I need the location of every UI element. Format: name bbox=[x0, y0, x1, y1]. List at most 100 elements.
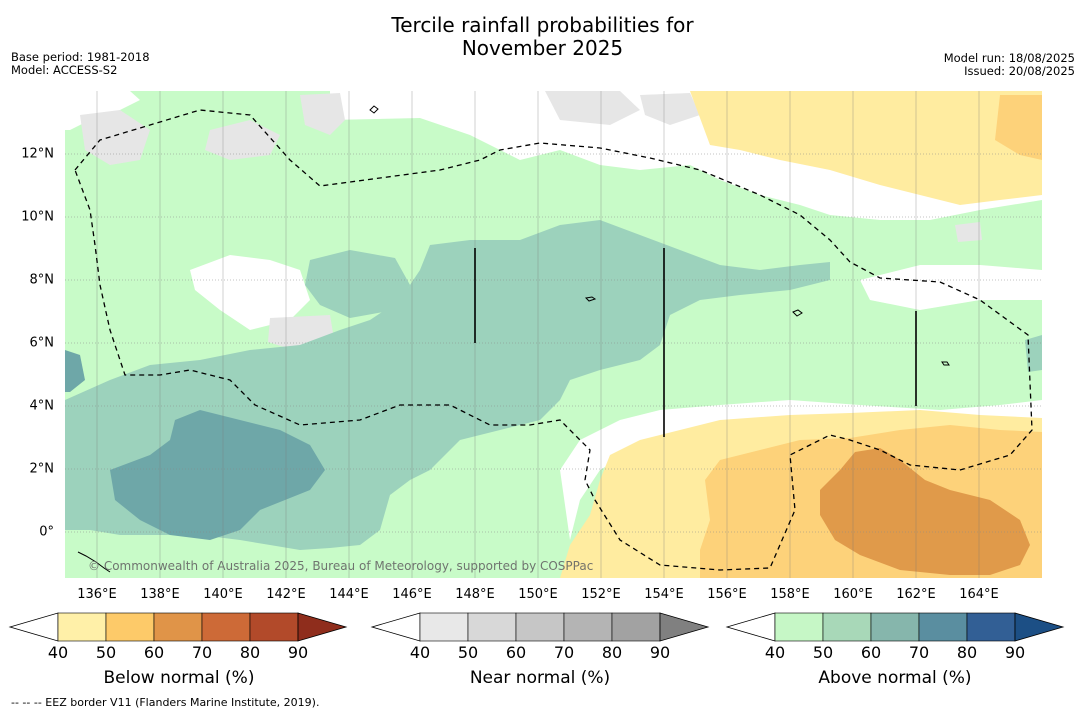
island-3 bbox=[584, 296, 597, 302]
model-name: Model: ACCESS-S2 bbox=[11, 63, 118, 77]
lat-tick-label: 12°N bbox=[21, 146, 54, 162]
eez-borders bbox=[74, 109, 1033, 571]
colorbar-tick-label: 50 bbox=[95, 643, 117, 662]
lat-tick-label: 2°N bbox=[29, 461, 55, 477]
colorbar-tick-label: 50 bbox=[812, 643, 834, 662]
colorbar-segment bbox=[966, 612, 1016, 642]
lon-tick-label: 144°E bbox=[329, 587, 369, 602]
colorbar-tick-label: 80 bbox=[239, 643, 261, 662]
lon-tick-label: 158°E bbox=[770, 587, 810, 602]
copyright-notice: © Commonwealth of Australia 2025, Bureau… bbox=[88, 559, 594, 573]
lon-tick-label: 162°E bbox=[896, 587, 936, 602]
graticule bbox=[65, 153, 1042, 533]
title-line-2: November 2025 bbox=[461, 36, 624, 60]
colorbar-segment bbox=[467, 612, 517, 642]
lat-tick-label: 0° bbox=[39, 524, 54, 540]
lat-tick-label: 6°N bbox=[29, 335, 55, 351]
colorbar-tick-label: 60 bbox=[143, 643, 165, 662]
colorbar-tick-label: 70 bbox=[191, 643, 213, 662]
colorbar-tick-label: 60 bbox=[505, 643, 527, 662]
colorbar-tick-label: 90 bbox=[287, 643, 309, 662]
colorbar-label-near: Near normal (%) bbox=[469, 668, 611, 688]
colorbar-tick-label: 80 bbox=[956, 643, 978, 662]
near-normal-patch-5 bbox=[640, 93, 700, 125]
lon-tick-label: 136°E bbox=[77, 587, 117, 602]
colorbar-extend-left bbox=[370, 612, 421, 642]
issued-date: Issued: 20/08/2025 bbox=[964, 64, 1075, 78]
below-normal-60-patch-north bbox=[995, 95, 1042, 160]
islands bbox=[77, 105, 950, 573]
neutral-region-mid bbox=[190, 255, 310, 330]
colorbar-tick-label: 90 bbox=[649, 643, 671, 662]
colorbar-label-below: Below normal (%) bbox=[103, 668, 255, 688]
colorbar-segment bbox=[563, 612, 613, 642]
colorbar-segment bbox=[153, 612, 203, 642]
lon-tick-label: 140°E bbox=[203, 587, 243, 602]
colorbar-segment bbox=[870, 612, 920, 642]
chart-title: Tercile rainfall probabilities for Novem… bbox=[0, 14, 1085, 60]
lon-tick-label: 160°E bbox=[833, 587, 873, 602]
lon-tick-label: 138°E bbox=[140, 587, 180, 602]
colorbar-tick-label: 40 bbox=[409, 643, 431, 662]
colorbar-below-normal bbox=[8, 612, 348, 642]
base-period: Base period: 1981-2018 bbox=[11, 50, 150, 64]
colorbar-segment bbox=[249, 612, 299, 642]
eez-border-palau-fsm bbox=[74, 109, 1033, 571]
colorbar-segment bbox=[105, 612, 155, 642]
probability-field bbox=[65, 91, 1042, 578]
lon-tick-label: 156°E bbox=[707, 587, 747, 602]
colorbar-segment bbox=[918, 612, 968, 642]
colorbar-segment bbox=[774, 612, 824, 642]
colorbar-extend-left bbox=[725, 612, 776, 642]
lat-tick-label: 8°N bbox=[29, 272, 55, 288]
island-1 bbox=[369, 105, 379, 114]
model-run: Model run: 18/08/2025 bbox=[943, 51, 1075, 65]
island-5 bbox=[941, 361, 950, 366]
colorbar-segment bbox=[419, 612, 469, 642]
colorbar-extend-left bbox=[8, 612, 59, 642]
colorbar-segment bbox=[822, 612, 872, 642]
lon-tick-label: 146°E bbox=[392, 587, 432, 602]
meta-right: Model run: 18/08/2025 Issued: 20/08/2025 bbox=[944, 52, 1075, 78]
eez-border-note: -- -- -- EEZ border V11 (Flanders Marine… bbox=[11, 696, 320, 709]
colorbar-extend-right bbox=[659, 612, 710, 642]
boundary-lines bbox=[474, 248, 917, 437]
lon-tick-label: 148°E bbox=[455, 587, 495, 602]
meridians bbox=[96, 91, 980, 578]
lon-tick-label: 150°E bbox=[518, 587, 558, 602]
island-2 bbox=[792, 309, 803, 317]
above-normal-60-patch-nw bbox=[305, 250, 410, 318]
near-normal-patch-8 bbox=[955, 222, 982, 242]
above-normal-60-patch-east bbox=[1025, 335, 1042, 372]
colorbar-segment bbox=[57, 612, 107, 642]
meta-left: Base period: 1981-2018 Model: ACCESS-S2 bbox=[11, 51, 150, 77]
colorbar-tick-label: 80 bbox=[601, 643, 623, 662]
lon-tick-label: 164°E bbox=[959, 587, 999, 602]
lat-tick-label: 10°N bbox=[21, 209, 54, 225]
colorbar-segment bbox=[515, 612, 565, 642]
colorbar-tick-label: 70 bbox=[553, 643, 575, 662]
title-line-1: Tercile rainfall probabilities for bbox=[391, 13, 694, 37]
lat-tick-label: 4°N bbox=[29, 398, 55, 414]
lon-tick-label: 154°E bbox=[644, 587, 684, 602]
lon-tick-label: 152°E bbox=[581, 587, 621, 602]
colorbar-tick-label: 90 bbox=[1004, 643, 1026, 662]
near-normal-patch-4 bbox=[545, 91, 640, 125]
colorbar-extend-right bbox=[297, 612, 348, 642]
colorbar-segment bbox=[201, 612, 251, 642]
below-normal-70-region bbox=[820, 448, 1030, 575]
colorbar-above-normal bbox=[725, 612, 1065, 642]
above-normal-70-region bbox=[110, 410, 325, 540]
colorbar-tick-label: 40 bbox=[764, 643, 786, 662]
above-normal-70-patch-west bbox=[65, 350, 85, 392]
lon-tick-label: 142°E bbox=[266, 587, 306, 602]
near-normal-patch-2 bbox=[205, 120, 280, 160]
colorbars bbox=[8, 612, 1065, 642]
colorbar-extend-right bbox=[1014, 612, 1065, 642]
colorbar-tick-label: 40 bbox=[47, 643, 69, 662]
colorbar-tick-label: 70 bbox=[908, 643, 930, 662]
near-normal-patch-1 bbox=[80, 110, 150, 165]
colorbar-label-above: Above normal (%) bbox=[818, 668, 972, 688]
colorbar-near-normal bbox=[370, 612, 710, 642]
